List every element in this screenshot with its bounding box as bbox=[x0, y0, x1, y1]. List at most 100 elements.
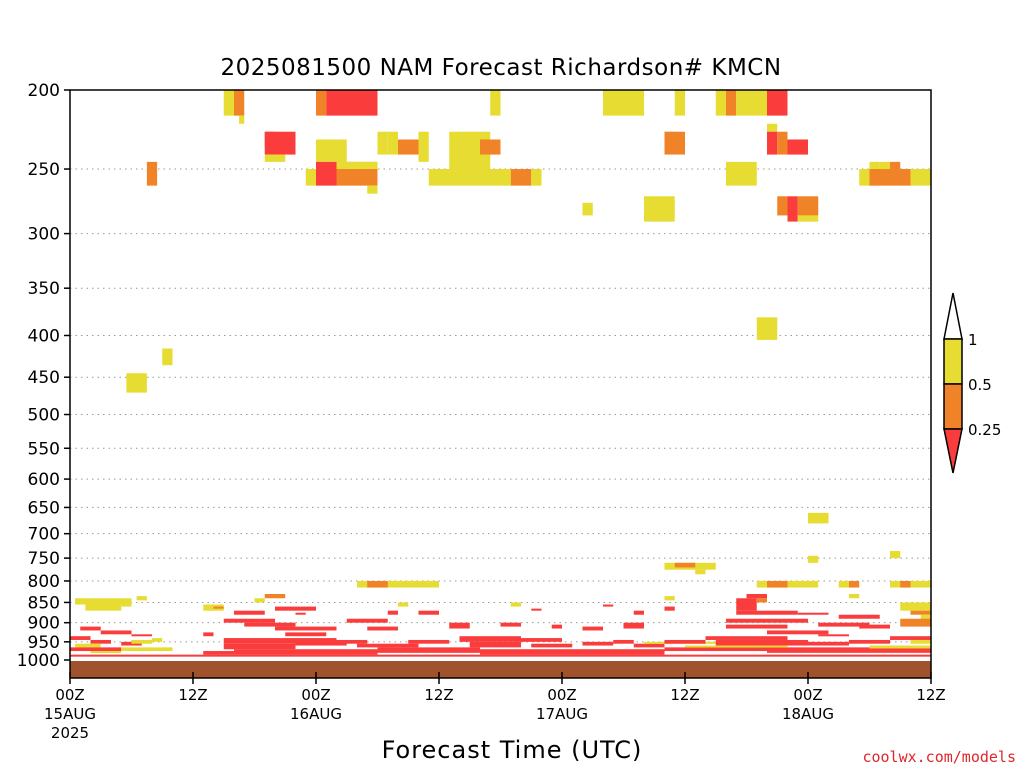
data-cell bbox=[459, 636, 521, 642]
data-cell bbox=[244, 622, 296, 627]
data-cell bbox=[367, 580, 388, 588]
data-cell bbox=[264, 131, 296, 155]
data-cell bbox=[121, 647, 173, 652]
data-cell bbox=[500, 622, 521, 627]
colorbar-label: 0.25 bbox=[968, 421, 1001, 439]
data-cell bbox=[551, 624, 562, 629]
data-cell bbox=[275, 606, 316, 611]
x-tick-label: 15AUG bbox=[44, 705, 96, 723]
data-cell bbox=[664, 606, 675, 611]
data-cell bbox=[121, 602, 132, 607]
data-cell bbox=[859, 169, 870, 186]
colorbar-yellow bbox=[943, 338, 963, 385]
y-tick-label: 700 bbox=[28, 525, 60, 545]
data-cell bbox=[787, 196, 798, 222]
x-tick-label: 00Z bbox=[547, 686, 576, 704]
data-cell bbox=[726, 161, 757, 186]
data-cell bbox=[726, 90, 737, 116]
data-cell bbox=[603, 604, 614, 607]
x-tick-label: 00Z bbox=[55, 686, 84, 704]
y-tick-label: 550 bbox=[28, 439, 60, 459]
colorbar-orange bbox=[943, 383, 963, 430]
data-cell bbox=[603, 90, 644, 116]
data-cell bbox=[70, 647, 122, 652]
data-cell bbox=[90, 651, 122, 654]
colorbar-legend: 0.25 0.5 1 bbox=[943, 292, 1001, 474]
y-tick-label: 300 bbox=[28, 225, 60, 245]
data-cell bbox=[664, 647, 685, 652]
data-cell bbox=[715, 639, 808, 646]
data-cell bbox=[726, 624, 788, 629]
data-cell bbox=[90, 639, 111, 644]
colorbar-label: 0.5 bbox=[968, 376, 992, 394]
data-cell bbox=[387, 610, 398, 615]
data-cell bbox=[316, 90, 327, 116]
data-cell bbox=[398, 602, 409, 607]
data-cell bbox=[879, 161, 890, 170]
data-cell bbox=[234, 90, 245, 116]
data-cell bbox=[377, 131, 388, 155]
data-cell bbox=[910, 610, 931, 615]
data-cell bbox=[223, 90, 234, 116]
data-cell bbox=[890, 550, 901, 559]
data-cell bbox=[223, 638, 337, 644]
plot-area bbox=[70, 90, 931, 678]
colorbar-label: 1 bbox=[968, 331, 978, 349]
y-tick-label: 850 bbox=[28, 593, 60, 613]
data-cells bbox=[70, 90, 931, 657]
data-cell bbox=[469, 641, 521, 648]
y-tick-label: 400 bbox=[28, 326, 60, 346]
plot-border bbox=[69, 89, 932, 679]
y-tick-label: 750 bbox=[28, 549, 60, 569]
data-cell bbox=[408, 639, 450, 644]
data-cell bbox=[705, 636, 788, 640]
y-tick-label: 800 bbox=[28, 572, 60, 592]
data-cell bbox=[418, 610, 439, 615]
data-cell bbox=[910, 639, 931, 644]
y-tick-label: 500 bbox=[28, 406, 60, 426]
data-cell bbox=[213, 606, 224, 609]
data-cell bbox=[387, 131, 398, 155]
data-cell bbox=[480, 139, 501, 155]
data-cell bbox=[357, 580, 439, 588]
data-cell bbox=[777, 196, 788, 216]
data-cell bbox=[910, 169, 931, 186]
data-cell bbox=[756, 598, 767, 603]
data-cell bbox=[633, 610, 644, 615]
data-cell bbox=[80, 626, 101, 631]
data-cell bbox=[890, 636, 931, 640]
data-cell bbox=[674, 562, 696, 568]
data-cell bbox=[70, 636, 91, 640]
data-cell bbox=[70, 654, 931, 657]
data-cell bbox=[75, 643, 101, 648]
data-cell bbox=[787, 139, 808, 155]
data-cell bbox=[890, 161, 901, 170]
data-cell bbox=[900, 618, 931, 627]
x-tick-label: 00Z bbox=[793, 686, 822, 704]
y-tick-label: 350 bbox=[28, 279, 60, 299]
data-cell bbox=[326, 90, 378, 116]
data-cell bbox=[264, 594, 286, 599]
y-tick-label: 200 bbox=[28, 81, 60, 101]
data-cell bbox=[838, 580, 849, 588]
data-cell bbox=[131, 639, 152, 644]
data-cell bbox=[767, 131, 778, 155]
data-cell bbox=[582, 202, 593, 216]
data-cell bbox=[510, 602, 521, 607]
data-cell bbox=[85, 604, 122, 611]
data-cell bbox=[531, 643, 573, 648]
data-cell bbox=[367, 626, 398, 631]
data-cell bbox=[285, 632, 327, 637]
data-cell bbox=[275, 626, 337, 631]
data-cell bbox=[695, 569, 706, 575]
data-cell bbox=[295, 641, 347, 646]
y-tick-label: 450 bbox=[28, 368, 60, 388]
data-cell bbox=[146, 161, 158, 186]
data-cell bbox=[797, 196, 819, 216]
data-cell bbox=[767, 123, 778, 132]
plot-background bbox=[70, 90, 931, 678]
data-cell bbox=[367, 185, 378, 194]
colorbar-top-arrow bbox=[943, 292, 963, 340]
